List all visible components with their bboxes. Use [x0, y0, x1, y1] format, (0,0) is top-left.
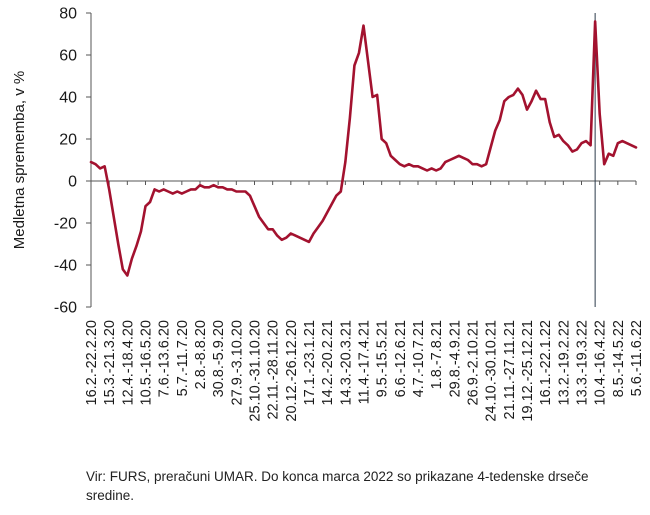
y-tick-label: 40	[59, 90, 77, 107]
x-tick-label: 9.5.-15.5.21	[375, 320, 391, 397]
line-chart: Medletna sprememba, v % 80 60 40 20 0 -20 -40 -…	[11, 6, 645, 422]
x-tick-label: 20.12.-26.12.20	[284, 320, 300, 422]
x-tick-label: 4.7.-10.7.21	[411, 320, 427, 397]
x-tick-label: 14.2.-20.2.21	[320, 320, 336, 405]
x-tick-label: 21.11.-27.11.21	[502, 320, 518, 419]
x-tick-label: 13.3.-19.3.22	[575, 320, 591, 405]
y-axis: 80 60 40 20 0 -20 -40 -60	[54, 6, 92, 317]
x-tick-label: 30.8.-5.9.20	[211, 320, 227, 397]
data-series	[89, 20, 638, 277]
x-axis: 16.2.-22.2.20 15.3.-21.3.20 12.4.-18.4.20 1…	[84, 180, 645, 422]
series-line	[89, 20, 638, 277]
x-tick-label: 13.2.-19.2.22	[556, 320, 572, 405]
y-tick-label: -60	[54, 300, 77, 317]
x-tick-label: 22.11.-28.11.20	[266, 320, 282, 419]
y-axis-label: Medletna sprememba, v %	[11, 71, 28, 249]
x-tick-label: 29.8.-4.9.21	[447, 320, 463, 397]
x-tick-label: 26.9.-2.10.21	[466, 320, 482, 405]
x-tick-label: 11.4.-17.4.21	[357, 320, 373, 404]
x-tick-label: 24.10.-30.10.21	[484, 320, 500, 422]
x-tick-label: 16.1.-22.1.22	[538, 320, 554, 405]
y-tick-label: -20	[54, 216, 77, 233]
y-tick-label: -40	[54, 258, 77, 275]
x-tick-label: 19.12.-25.12.21	[520, 320, 536, 422]
y-tick-label: 60	[59, 48, 77, 65]
x-tick-label: 25.10.-31.10.20	[248, 320, 264, 422]
x-tick-label: 8.5.-14.5.22	[611, 320, 627, 397]
x-tick-label: 12.4.-18.4.20	[120, 320, 136, 405]
x-tick-label: 10.4.-16.4.22	[593, 320, 609, 405]
source-note: Vir: FURS, preračuni UMAR. Do konca marc…	[86, 469, 589, 503]
x-tick-label: 14.3.-20.3.21	[338, 320, 354, 405]
x-tick-label: 10.5.-16.5.20	[139, 320, 155, 405]
y-tick-label: 0	[68, 174, 77, 191]
y-tick-label: 20	[59, 132, 77, 149]
x-tick-label: 5.7.-11.7.20	[175, 320, 191, 396]
y-tick-label: 80	[59, 6, 77, 23]
x-tick-label: 2.8.-8.8.20	[193, 320, 209, 389]
x-tick-label: 6.6.-12.6.21	[393, 320, 409, 397]
x-tick-label: 5.6.-11.6.22	[629, 320, 645, 396]
x-tick-label: 1.8.-7.8.21	[429, 320, 445, 389]
x-tick-label: 16.2.-22.2.20	[84, 320, 100, 405]
x-tick-label: 7.6.-13.6.20	[157, 320, 173, 397]
x-tick-label: 15.3.-21.3.20	[102, 320, 118, 405]
x-tick-label: 17.1.-23.1.21	[302, 320, 318, 405]
x-tick-label: 27.9.-3.10.20	[229, 320, 245, 405]
